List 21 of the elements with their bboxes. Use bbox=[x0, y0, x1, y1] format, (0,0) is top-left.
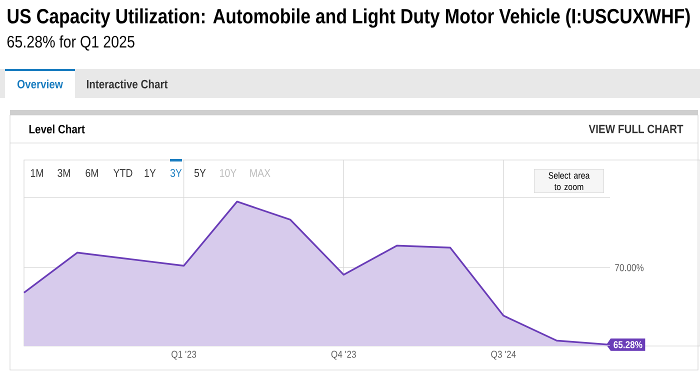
annotation: 1M bbox=[30, 169, 43, 177]
text: Interactive Chart bbox=[86, 80, 168, 88]
chart-subtitle: 65.28% for Q1 2025 bbox=[7, 35, 134, 51]
y-tick-label: 70.00% bbox=[615, 264, 644, 272]
annotation: 1Y bbox=[144, 169, 156, 177]
annotation: 5Y bbox=[194, 169, 206, 177]
x-tick-label: Q3 '24 bbox=[491, 350, 516, 360]
annotation: MAX bbox=[250, 169, 270, 177]
x-tick-label: Q4 '23 bbox=[331, 350, 356, 360]
y-tick-label: 65.28% bbox=[614, 341, 642, 348]
x-tick-label: Q1 '23 bbox=[172, 350, 196, 360]
annotation: 3Y bbox=[170, 168, 182, 178]
annotation: 3M bbox=[58, 168, 70, 178]
annotation: 6M bbox=[86, 168, 98, 178]
text: Overview bbox=[17, 80, 63, 88]
text: VIEW FULL CHART bbox=[588, 124, 684, 134]
annotation: YTD bbox=[113, 169, 132, 177]
annotation: 10Y bbox=[220, 168, 236, 178]
annotation: Select area to zoom bbox=[548, 172, 590, 190]
chart-title: US Capacity Utilization: Automobile and Light Duty Motor Vehicle (I:USCUXWHF) bbox=[8, 8, 690, 28]
text: Level Chart bbox=[29, 124, 85, 134]
